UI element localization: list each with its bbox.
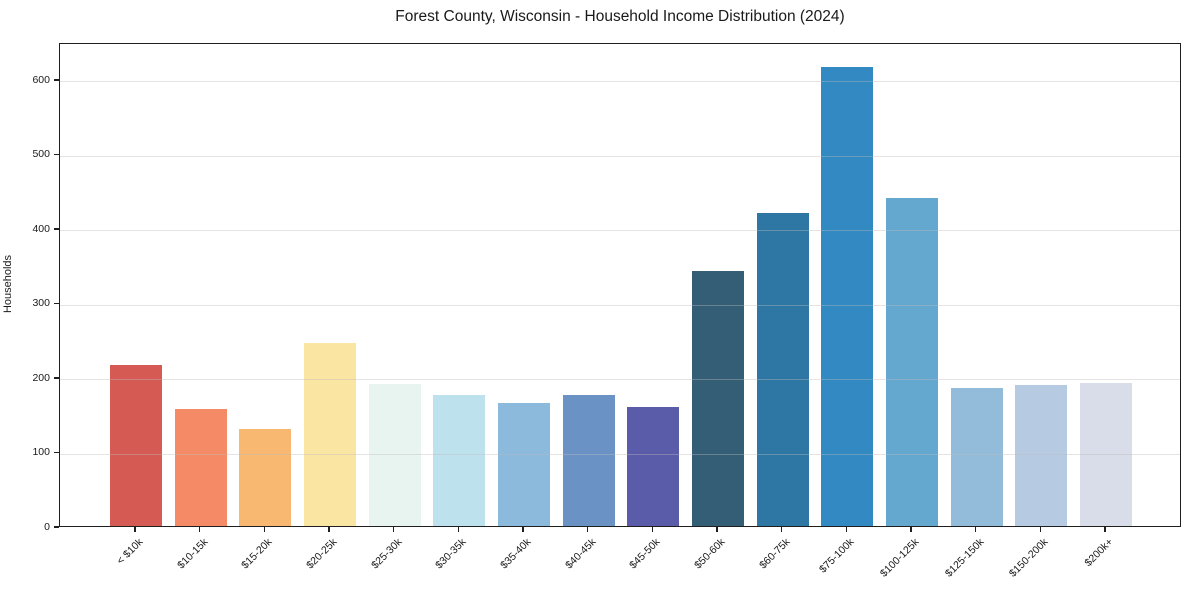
y-axis-label: Households [2,254,14,314]
y-tick-mark [54,153,59,156]
x-tick-mark [974,527,977,532]
x-tick-mark [457,527,460,532]
bar-40-45k [562,394,615,526]
bar-75-100k [821,67,874,526]
x-tick-mark [263,527,266,532]
gridline-y-600 [60,81,1180,83]
y-tick-label: 600 [32,73,50,86]
bar-10k [110,365,162,526]
x-tick-mark [910,527,912,532]
x-tick-mark [845,527,848,532]
gridline-y-300 [60,304,1180,306]
x-tick-mark [780,527,783,532]
y-tick-mark [54,302,59,305]
bar-45-50k [627,406,680,526]
bar-150-200k [1015,385,1068,526]
gridline-y-500 [60,155,1180,157]
bar-100-125k [886,198,938,526]
x-tick-mark [1039,527,1042,532]
bar-20-25k [304,342,356,526]
y-tick-mark [54,451,59,454]
gridline-y-200 [60,379,1180,381]
y-tick-label: 300 [32,297,50,310]
chart-title: Forest County, Wisconsin - Household Inc… [395,8,845,25]
bar-60-75k [756,212,809,526]
y-tick-label: 400 [32,222,50,235]
bar-35-40k [498,403,550,526]
bar-200k [1080,383,1132,526]
bar-10-15k [174,409,227,526]
x-tick-mark [328,527,330,532]
x-tick-mark [1104,527,1106,532]
x-tick-mark [198,527,201,532]
bar-125-150k [950,388,1003,526]
y-tick-label: 0 [44,520,50,533]
bar-15-20k [239,429,292,526]
y-tick-mark [54,79,59,81]
y-tick-mark [54,526,59,528]
x-tick-mark [651,527,654,532]
bar-25-30k [368,383,421,526]
x-tick-mark [716,527,718,532]
y-tick-label: 500 [32,148,50,161]
y-tick-mark [54,228,59,230]
y-tick-label: 100 [32,446,50,459]
x-tick-label-10k: < $10k [114,536,146,567]
x-tick-mark [392,527,395,532]
gridline-y-400 [60,230,1180,232]
plot-area [59,43,1181,527]
bar-50-60k [692,271,744,526]
x-tick-mark [586,527,589,532]
x-tick-mark [522,527,524,532]
bar-30-35k [433,394,486,526]
y-tick-mark [54,377,59,379]
x-tick-mark [134,527,136,532]
gridline-y-100 [60,453,1180,455]
y-tick-label: 200 [32,371,50,384]
